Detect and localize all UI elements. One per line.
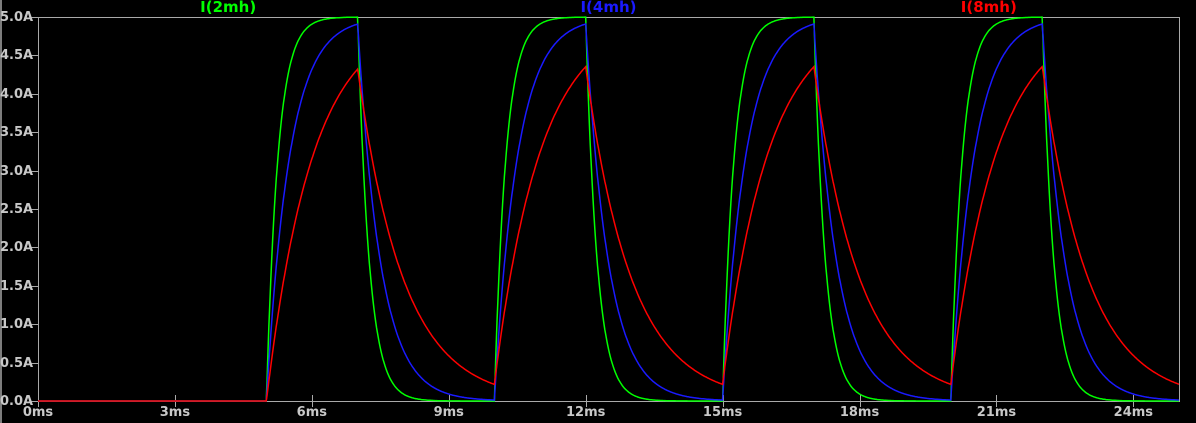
x-tick-label[interactable]: 21ms bbox=[976, 405, 1017, 420]
y-tick-label[interactable]: 0.0A bbox=[0, 394, 34, 409]
x-tick-label[interactable]: 0ms bbox=[22, 405, 54, 420]
trace-label-i4mh[interactable]: I(4mh) bbox=[580, 0, 637, 16]
y-tick-mark bbox=[30, 93, 38, 95]
y-tick-mark bbox=[30, 401, 38, 402]
plot-border-left bbox=[38, 17, 39, 402]
plot-border-right bbox=[1179, 17, 1180, 402]
trace-i2mh bbox=[38, 16, 1179, 402]
y-tick-label[interactable]: 4.5A bbox=[0, 48, 34, 64]
plot-border-bottom bbox=[38, 401, 1180, 402]
x-tick-label[interactable]: 18ms bbox=[839, 405, 880, 420]
x-tick-label[interactable]: 15ms bbox=[702, 405, 743, 420]
y-tick-label[interactable]: 3.5A bbox=[0, 125, 34, 141]
y-tick-label[interactable]: 2.0A bbox=[0, 240, 34, 256]
y-tick-mark bbox=[30, 247, 38, 249]
window-left-edge bbox=[0, 0, 2, 423]
y-tick-label[interactable]: 1.5A bbox=[0, 278, 34, 294]
x-tick-label[interactable]: 9ms bbox=[433, 405, 464, 420]
x-tick-mark bbox=[311, 395, 313, 407]
y-tick-mark bbox=[30, 362, 38, 364]
x-tick-mark bbox=[996, 395, 998, 407]
y-tick-label[interactable]: 3.0A bbox=[0, 163, 34, 179]
y-tick-mark bbox=[30, 209, 38, 210]
x-tick-label[interactable]: 24ms bbox=[1113, 405, 1154, 420]
trace-label-i8mh[interactable]: I(8mh) bbox=[960, 0, 1017, 16]
x-tick-label[interactable]: 6ms bbox=[296, 405, 327, 420]
y-tick-label[interactable]: 0.5A bbox=[0, 355, 34, 371]
y-tick-label[interactable]: 5.0A bbox=[0, 10, 34, 25]
y-tick-mark bbox=[30, 170, 38, 172]
trace-i8mh bbox=[38, 64, 1180, 402]
y-tick-mark bbox=[30, 55, 38, 57]
y-tick-mark bbox=[30, 285, 38, 287]
y-tick-label[interactable]: 2.5A bbox=[0, 202, 34, 217]
y-tick-mark bbox=[30, 324, 38, 326]
x-tick-label[interactable]: 3ms bbox=[159, 405, 191, 420]
x-tick-mark bbox=[859, 395, 861, 407]
y-tick-label[interactable]: 1.0A bbox=[0, 317, 34, 333]
x-tick-mark bbox=[585, 395, 587, 407]
y-tick-mark bbox=[30, 17, 38, 18]
trace-label-i2mh[interactable]: I(2mh) bbox=[200, 0, 257, 16]
x-tick-label[interactable]: 12ms bbox=[565, 405, 606, 420]
y-tick-mark bbox=[30, 132, 38, 134]
trace-i4mh bbox=[38, 22, 1180, 402]
y-tick-label[interactable]: 4.0A bbox=[0, 86, 34, 102]
plot-border-top bbox=[38, 17, 1180, 18]
